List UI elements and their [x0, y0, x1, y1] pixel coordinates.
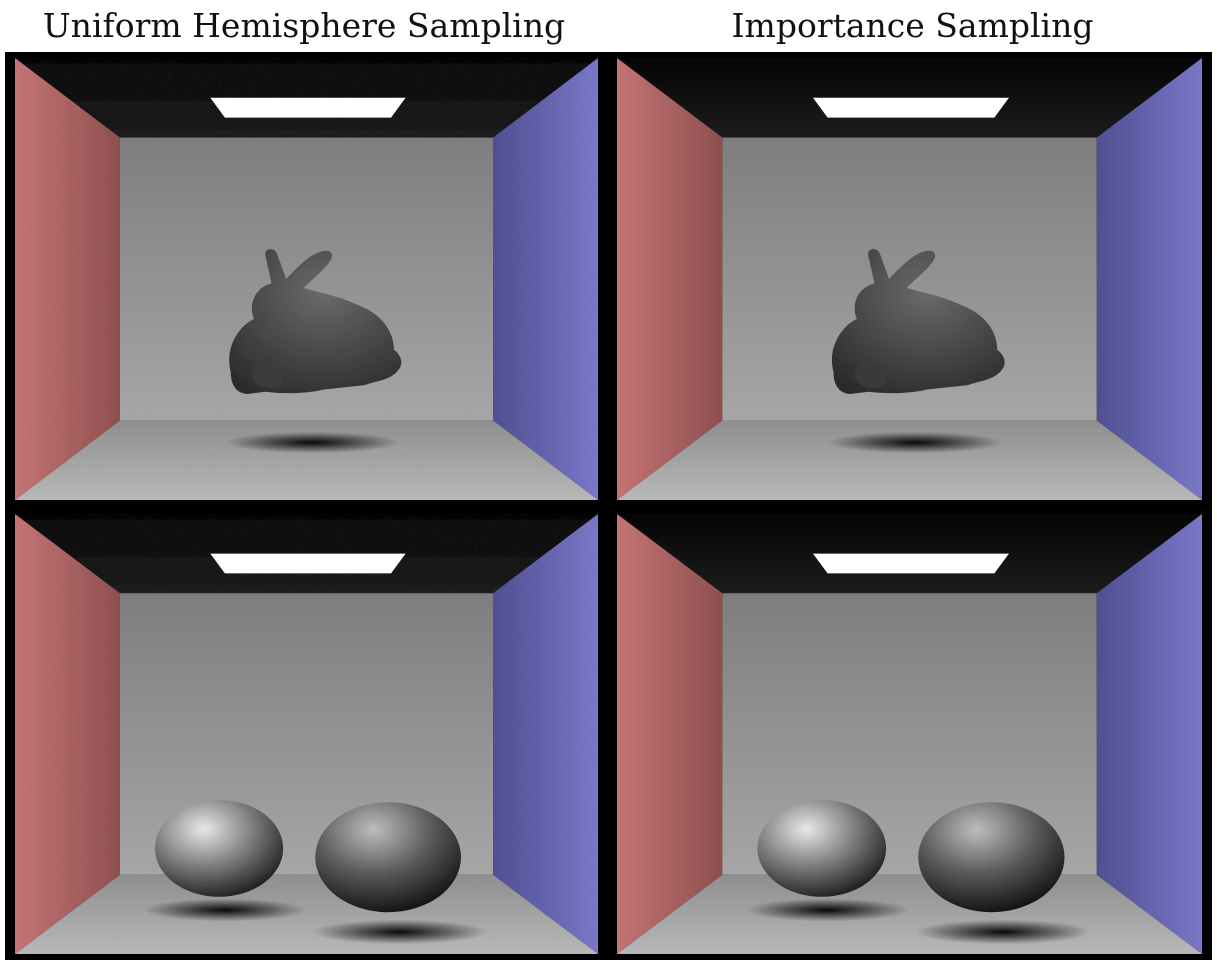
render-bunny-importance: [617, 58, 1202, 500]
title-importance-sampling: Importance Sampling: [731, 6, 1094, 45]
title-uniform-hemisphere-sampling: Uniform Hemisphere Sampling: [42, 6, 566, 45]
render-spheres-importance: [617, 514, 1202, 954]
render-bunny-uniform: [15, 58, 598, 500]
render-spheres-uniform: [15, 514, 598, 954]
